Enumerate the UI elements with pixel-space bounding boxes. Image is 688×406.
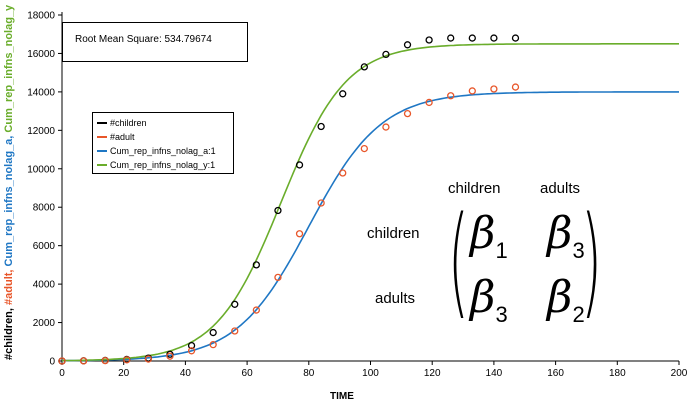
data-point-adult — [382, 123, 390, 131]
data-point-children — [231, 300, 239, 308]
data-point-adult — [317, 199, 325, 207]
x-tick-label: 160 — [547, 368, 564, 379]
data-point-children — [274, 206, 282, 215]
data-point-children — [295, 161, 304, 169]
data-point-children — [209, 328, 217, 337]
series-line-cum-rep-infns-nolag-a-1 — [62, 91, 679, 362]
x-tick-label: 100 — [362, 368, 379, 379]
legend-label: Cum_rep_infns_nolag_y:1 — [110, 160, 216, 170]
data-point-adult — [447, 92, 455, 100]
legend-swatch — [97, 150, 107, 152]
legend-swatch — [97, 136, 107, 138]
matrix-col-header: children — [448, 180, 501, 197]
data-point-children — [425, 36, 433, 44]
matrix-cell: β1 — [470, 208, 508, 263]
legend-label: Cum_rep_infns_nolag_a:1 — [110, 146, 216, 156]
data-point-children — [468, 34, 476, 42]
series-line-cum-rep-infns-nolag-y-1 — [62, 42, 679, 362]
data-point-adult — [511, 83, 520, 91]
x-tick-label: 40 — [180, 368, 192, 379]
data-point-adult — [123, 356, 131, 364]
legend-entry: #adult — [97, 130, 233, 144]
legend: #children #adult Cum_rep_infns_nolag_a:1… — [92, 112, 234, 174]
data-point-children — [252, 261, 261, 269]
matrix-right-paren: ) — [580, 192, 602, 331]
x-tick-label: 60 — [242, 368, 254, 379]
data-point-children — [403, 41, 412, 49]
data-point-adult — [166, 352, 174, 360]
data-point-adult — [274, 273, 282, 282]
data-point-children — [317, 122, 325, 131]
data-point-adult — [101, 356, 109, 365]
data-point-adult — [403, 109, 412, 118]
data-point-adult — [187, 347, 196, 355]
data-point-adult — [209, 341, 217, 349]
x-tick-label: 80 — [303, 368, 315, 379]
data-point-adult — [252, 306, 261, 314]
data-point-adult — [360, 144, 368, 153]
data-point-children — [360, 63, 368, 71]
legend-swatch — [97, 164, 107, 166]
y-tick-label: 12000 — [27, 126, 55, 137]
data-point-adult — [339, 169, 347, 177]
x-tick-label: 140 — [486, 368, 503, 379]
matrix-cell: β3 — [547, 208, 585, 263]
matrix-col-header: adults — [540, 180, 581, 197]
data-point-adult — [79, 357, 88, 365]
data-point-adult — [425, 98, 433, 107]
y-tick-label: 0 — [49, 357, 55, 368]
y-tick-label: 8000 — [33, 203, 56, 214]
data-point-adult — [468, 87, 476, 95]
matrix-cell: β3 — [470, 272, 508, 327]
y-tick-label: 4000 — [33, 280, 56, 291]
y-axis-label: #children, #adult, Cum_rep_infns_nolag_a… — [3, 5, 17, 360]
rms-annotation-text: Root Mean Square: 534.79674 — [75, 34, 212, 45]
matrix-left-paren: ( — [447, 192, 469, 331]
data-point-children — [382, 50, 390, 59]
beta-matrix: children adults children adults ( ) β1 β… — [355, 180, 615, 330]
legend-label: #adult — [110, 132, 135, 142]
y-tick-label: 10000 — [27, 164, 55, 175]
x-axis-label: TIME — [330, 391, 354, 402]
data-point-adult — [490, 85, 498, 93]
y-tick-label: 18000 — [27, 11, 55, 22]
data-point-children — [339, 90, 347, 98]
data-point-adult — [144, 355, 153, 363]
legend-entry: Cum_rep_infns_nolag_a:1 — [97, 144, 233, 158]
matrix-row-header: children — [367, 225, 420, 242]
legend-label: #children — [110, 118, 147, 128]
y-tick-label: 16000 — [27, 49, 55, 60]
matrix-cell: β2 — [547, 272, 585, 327]
y-label-children: #children, — [3, 304, 15, 360]
y-tick-label: 2000 — [33, 318, 56, 329]
y-tick-label: 14000 — [27, 87, 55, 98]
legend-entry: #children — [97, 116, 233, 130]
data-point-children — [511, 34, 520, 42]
rms-annotation-box: Root Mean Square: 534.79674 — [62, 22, 248, 62]
data-point-adult — [58, 357, 66, 365]
y-label-adult: #adult, — [3, 266, 15, 305]
x-tick-label: 200 — [671, 368, 688, 379]
legend-entry: Cum_rep_infns_nolag_y:1 — [97, 158, 233, 172]
data-point-adult — [231, 327, 239, 335]
y-label-nolag-y: Cum_rep_infns_nolag_y — [3, 4, 15, 133]
matrix-row-header: adults — [375, 290, 416, 307]
x-tick-label: 0 — [59, 368, 65, 379]
data-point-children — [187, 341, 196, 350]
data-point-children — [490, 34, 498, 42]
x-tick-label: 20 — [118, 368, 130, 379]
x-tick-label: 120 — [424, 368, 441, 379]
y-tick-label: 6000 — [33, 241, 56, 252]
x-tick-label: 180 — [609, 368, 626, 379]
y-label-nolag-a: Cum_rep_infns_nolag_a, — [3, 132, 15, 267]
legend-swatch — [97, 122, 107, 124]
data-point-children — [447, 34, 455, 42]
data-point-adult — [295, 230, 304, 238]
